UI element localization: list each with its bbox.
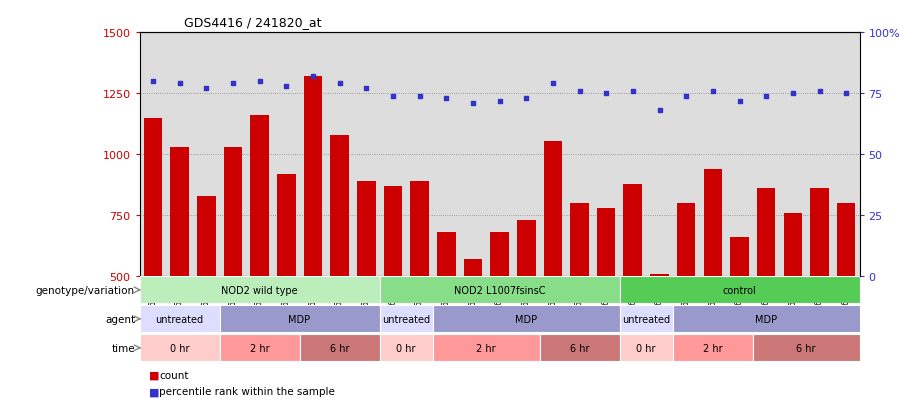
Bar bbox=[650, 274, 669, 277]
Text: 6 hr: 6 hr bbox=[329, 343, 349, 353]
Text: MDP: MDP bbox=[288, 314, 310, 324]
Bar bbox=[380, 306, 433, 332]
Point bbox=[545, 81, 560, 88]
Point bbox=[279, 83, 293, 90]
Text: MDP: MDP bbox=[515, 314, 537, 324]
Point bbox=[599, 91, 614, 97]
Point bbox=[706, 88, 720, 95]
Point bbox=[492, 98, 507, 104]
Text: MDP: MDP bbox=[755, 314, 778, 324]
Bar bbox=[624, 184, 643, 277]
Bar bbox=[143, 118, 162, 277]
Bar bbox=[140, 335, 220, 361]
Bar bbox=[140, 277, 380, 304]
Point bbox=[385, 93, 400, 100]
Point bbox=[679, 93, 693, 100]
Bar bbox=[539, 335, 619, 361]
Text: count: count bbox=[159, 370, 189, 380]
Bar bbox=[250, 116, 269, 277]
Bar bbox=[673, 306, 860, 332]
Bar bbox=[544, 142, 562, 277]
Bar bbox=[491, 233, 508, 277]
Text: 2 hr: 2 hr bbox=[476, 343, 496, 353]
Text: agent: agent bbox=[105, 314, 135, 324]
Text: 6 hr: 6 hr bbox=[796, 343, 816, 353]
Bar bbox=[380, 335, 433, 361]
Bar bbox=[220, 335, 300, 361]
Text: untreated: untreated bbox=[156, 314, 203, 324]
Bar bbox=[300, 335, 380, 361]
Bar bbox=[433, 335, 539, 361]
Text: NOD2 wild type: NOD2 wild type bbox=[221, 285, 298, 295]
Point bbox=[786, 91, 800, 97]
Text: GDS4416 / 241820_at: GDS4416 / 241820_at bbox=[184, 16, 322, 29]
Bar bbox=[517, 221, 535, 277]
Point bbox=[412, 93, 427, 100]
Bar bbox=[571, 204, 589, 277]
Bar bbox=[170, 147, 189, 277]
Text: untreated: untreated bbox=[382, 314, 430, 324]
Bar bbox=[383, 187, 402, 277]
Text: ■: ■ bbox=[148, 387, 159, 396]
Point bbox=[332, 81, 347, 88]
Point bbox=[519, 95, 534, 102]
Point bbox=[146, 78, 160, 85]
Bar bbox=[303, 77, 322, 277]
Bar bbox=[330, 135, 349, 277]
Bar bbox=[140, 306, 220, 332]
Point bbox=[359, 86, 374, 93]
Text: NOD2 L1007fsinsC: NOD2 L1007fsinsC bbox=[454, 285, 545, 295]
Point bbox=[252, 78, 266, 85]
Bar bbox=[619, 335, 673, 361]
Point bbox=[465, 100, 480, 107]
Point bbox=[439, 95, 454, 102]
Bar bbox=[810, 189, 829, 277]
Text: 0 hr: 0 hr bbox=[170, 343, 189, 353]
Bar bbox=[464, 260, 482, 277]
Text: 6 hr: 6 hr bbox=[570, 343, 590, 353]
Bar bbox=[277, 174, 295, 277]
Text: ■: ■ bbox=[148, 370, 159, 380]
Text: 2 hr: 2 hr bbox=[703, 343, 723, 353]
Bar bbox=[356, 182, 375, 277]
Bar bbox=[597, 209, 616, 277]
Bar bbox=[677, 204, 696, 277]
Text: time: time bbox=[112, 343, 135, 353]
Point bbox=[172, 81, 186, 88]
Text: 2 hr: 2 hr bbox=[249, 343, 269, 353]
Text: percentile rank within the sample: percentile rank within the sample bbox=[159, 387, 335, 396]
Text: genotype/variation: genotype/variation bbox=[36, 285, 135, 295]
Bar bbox=[220, 306, 380, 332]
Point bbox=[572, 88, 587, 95]
Point bbox=[839, 91, 853, 97]
Bar bbox=[197, 196, 215, 277]
Bar bbox=[730, 238, 749, 277]
Point bbox=[733, 98, 747, 104]
Point bbox=[813, 88, 827, 95]
Bar bbox=[410, 182, 428, 277]
Text: untreated: untreated bbox=[622, 314, 670, 324]
Bar bbox=[673, 335, 752, 361]
Bar bbox=[619, 277, 860, 304]
Point bbox=[306, 74, 320, 80]
Bar bbox=[784, 214, 802, 277]
Bar bbox=[837, 204, 856, 277]
Text: 0 hr: 0 hr bbox=[636, 343, 656, 353]
Bar bbox=[436, 233, 455, 277]
Text: 0 hr: 0 hr bbox=[396, 343, 416, 353]
Point bbox=[226, 81, 240, 88]
Point bbox=[759, 93, 773, 100]
Bar bbox=[752, 335, 860, 361]
Bar bbox=[757, 189, 776, 277]
Point bbox=[626, 88, 640, 95]
Bar bbox=[619, 306, 673, 332]
Bar bbox=[433, 306, 619, 332]
Point bbox=[652, 108, 667, 114]
Bar bbox=[704, 169, 722, 277]
Text: control: control bbox=[723, 285, 756, 295]
Point bbox=[199, 86, 213, 93]
Bar bbox=[380, 277, 619, 304]
Bar bbox=[223, 147, 242, 277]
